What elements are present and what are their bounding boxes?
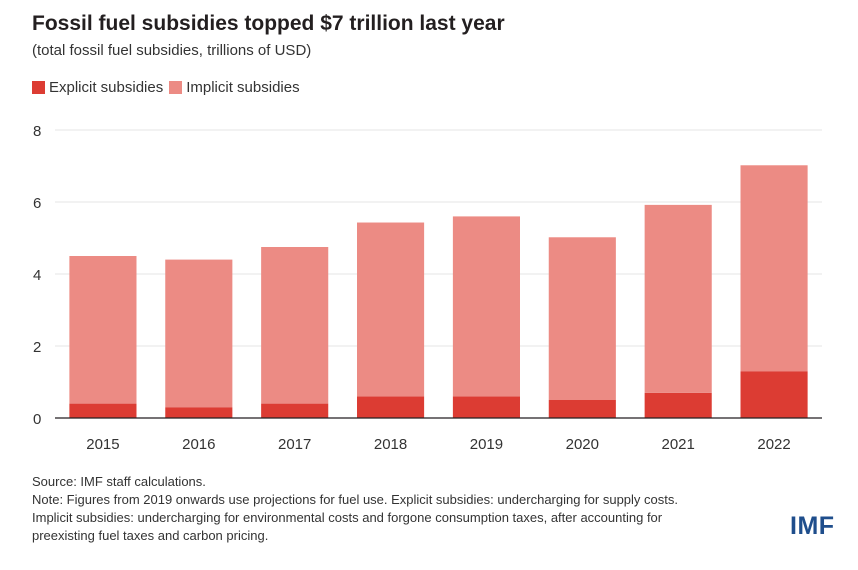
y-tick-label: 6 bbox=[33, 195, 41, 212]
legend-label-explicit: Explicit subsidies bbox=[49, 79, 164, 96]
bar-explicit bbox=[452, 396, 520, 418]
legend-swatch-explicit bbox=[32, 81, 45, 94]
legend-swatch-implicit bbox=[169, 81, 183, 94]
y-tick-label: 2 bbox=[33, 339, 41, 356]
bar-implicit bbox=[165, 259, 233, 408]
bar-explicit bbox=[165, 407, 233, 418]
bar-implicit bbox=[261, 247, 329, 404]
x-tick-label: 2022 bbox=[757, 436, 790, 453]
bar-explicit bbox=[357, 396, 425, 418]
bar-implicit bbox=[452, 216, 520, 397]
bar-explicit bbox=[261, 403, 329, 418]
note-line-2: Implicit subsidies: undercharging for en… bbox=[32, 510, 663, 525]
x-tick-label: 2020 bbox=[566, 436, 599, 453]
bar-implicit bbox=[740, 165, 808, 372]
imf-logo: IMF bbox=[790, 512, 835, 540]
bar-implicit bbox=[548, 237, 616, 400]
bar-explicit bbox=[548, 400, 616, 418]
x-tick-label: 2015 bbox=[86, 436, 119, 453]
legend-item-explicit: Explicit subsidies bbox=[32, 79, 163, 96]
chart-title: Fossil fuel subsidies topped $7 trillion… bbox=[32, 12, 505, 35]
y-tick-label: 8 bbox=[33, 123, 41, 140]
x-tick-label: 2018 bbox=[374, 436, 407, 453]
bar-implicit bbox=[644, 204, 712, 393]
bar-explicit bbox=[740, 371, 808, 418]
note-line-1: Note: Figures from 2019 onwards use proj… bbox=[32, 492, 678, 507]
chart-subtitle: (total fossil fuel subsidies, trillions … bbox=[32, 42, 312, 59]
x-tick-label: 2017 bbox=[278, 436, 311, 453]
bar-explicit bbox=[644, 392, 712, 418]
bar-implicit bbox=[357, 222, 425, 397]
bar-explicit bbox=[69, 403, 137, 418]
x-tick-label: 2016 bbox=[182, 436, 215, 453]
chart-notes: Source: IMF staff calculations. Note: Fi… bbox=[32, 473, 678, 545]
source-note: Source: IMF staff calculations. bbox=[32, 474, 206, 489]
x-tick-label: 2019 bbox=[470, 436, 503, 453]
legend-item-implicit: Implicit subsidies bbox=[169, 79, 300, 96]
chart-plot: 0 2 4 6 8 2015 2016 2017 2018 2019 2020 2021 2022 bbox=[33, 123, 822, 453]
legend: Explicit subsidies Implicit subsidies bbox=[32, 79, 306, 96]
x-tick-label: 2021 bbox=[662, 436, 695, 453]
y-tick-label: 0 bbox=[33, 411, 41, 428]
note-line-3: preexisting fuel taxes and carbon pricin… bbox=[32, 528, 269, 543]
legend-label-implicit: Implicit subsidies bbox=[186, 79, 300, 96]
y-tick-label: 4 bbox=[33, 267, 41, 284]
bar-implicit bbox=[69, 256, 137, 404]
